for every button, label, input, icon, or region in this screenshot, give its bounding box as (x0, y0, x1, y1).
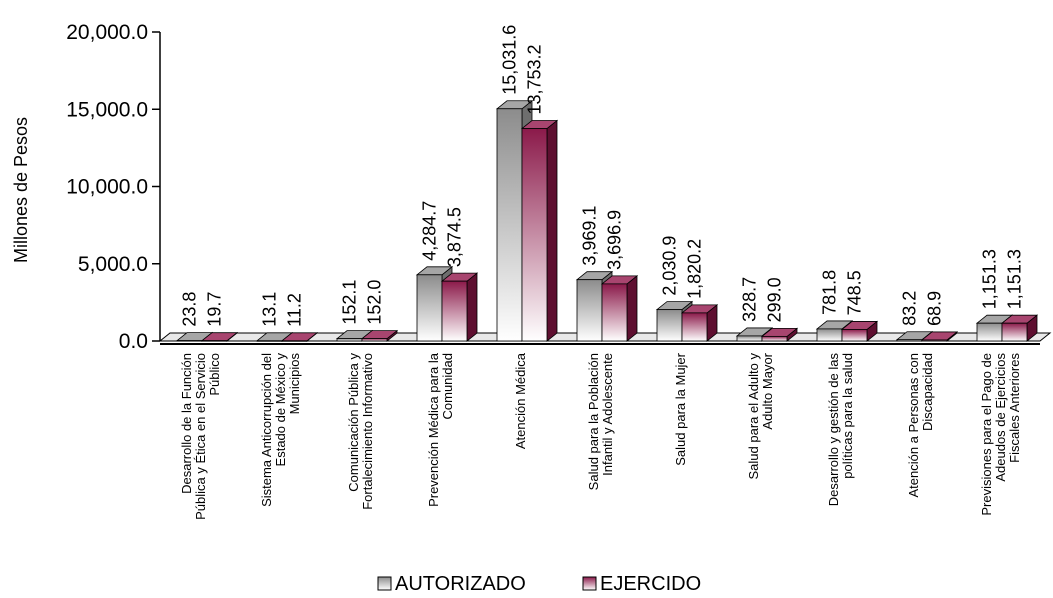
value-label-autorizado-6: 2,030.9 (660, 236, 680, 296)
value-label-ejercido-9: 68.9 (925, 291, 945, 326)
legend-swatch-ejercido (582, 576, 597, 591)
value-labels: 23.8 19.7 13.1 11.2 152.1 152.0 4,284.7 3,874.5… (180, 25, 1025, 327)
y-axis-title: Millones de Pesos (11, 117, 31, 263)
legend-label-autorizado: AUTORIZADO (395, 573, 526, 595)
category-label-6: Salud para la Mujer (673, 352, 688, 465)
category-label-8: Desarrollo y gestión de laspolíticas par… (826, 353, 855, 507)
value-label-autorizado-9: 83.2 (900, 291, 920, 326)
category-label-7: Salud para el Adulto yAdulto Mayor (746, 352, 775, 479)
value-label-ejercido-4: 13,753.2 (525, 44, 545, 114)
value-label-ejercido-10: 1,151.3 (1005, 249, 1025, 309)
category-label-2: Comunicación Pública yFortalecimiento In… (346, 353, 375, 510)
category-label-3: Prevención Médica para laComunidad (426, 352, 455, 507)
value-label-autorizado-0: 23.8 (180, 292, 200, 327)
y-tick-label: 5,000.0 (78, 253, 148, 276)
legend-label-ejercido: EJERCIDO (600, 573, 701, 595)
category-label-10: Previsiones para el Pago deAdeudos de Ej… (979, 353, 1022, 516)
bar-ejercido-9 (920, 331, 959, 342)
value-label-autorizado-7: 328.7 (740, 277, 760, 322)
legend-swatch-autorizado (377, 576, 392, 591)
bar-ejercido-1 (280, 331, 319, 342)
value-label-autorizado-3: 4,284.7 (420, 201, 440, 261)
y-tick-label: 10,000.0 (66, 176, 148, 199)
value-label-ejercido-8: 748.5 (845, 270, 865, 315)
value-label-autorizado-1: 13.1 (260, 292, 280, 327)
bar-ejercido-2 (360, 329, 399, 342)
category-labels: Desarrollo de la FunciónPública y Ética … (179, 352, 1022, 520)
category-label-4: Atención Médica (513, 352, 528, 449)
value-label-autorizado-8: 781.8 (820, 270, 840, 315)
value-label-ejercido-1: 11.2 (285, 293, 305, 327)
value-label-autorizado-10: 1,151.3 (980, 249, 1000, 309)
value-label-autorizado-5: 3,969.1 (580, 206, 600, 266)
legend: AUTORIZADO EJERCIDO (377, 573, 701, 595)
value-label-ejercido-6: 1,820.2 (685, 239, 705, 299)
y-tick-label: 15,000.0 (66, 98, 148, 121)
bar-ejercido-0 (200, 331, 239, 342)
value-label-ejercido-2: 152.0 (365, 280, 385, 325)
value-label-autorizado-2: 152.1 (340, 280, 360, 325)
category-label-1: Sistema Anticorrupción delEstado de Méxi… (259, 353, 302, 507)
y-tick-label: 0.0 (119, 330, 148, 353)
value-label-ejercido-3: 3,874.5 (445, 207, 465, 267)
y-tick-label: 20,000.0 (66, 21, 148, 44)
bar-ejercido-4 (520, 119, 559, 342)
bar-ejercido-7 (760, 327, 799, 342)
bars (175, 99, 1039, 342)
value-label-ejercido-5: 3,696.9 (605, 210, 625, 270)
category-label-0: Desarrollo de la FunciónPública y Ética … (179, 353, 222, 520)
value-label-autorizado-4: 15,031.6 (500, 25, 520, 95)
value-label-ejercido-7: 299.0 (765, 277, 785, 322)
bar-ejercido-6 (680, 304, 719, 342)
value-label-ejercido-0: 19.7 (205, 292, 225, 327)
category-label-9: Atención a Personas conDiscapacidad (906, 353, 935, 498)
bar-ejercido-10 (1000, 314, 1039, 342)
bar-ejercido-3 (440, 272, 479, 342)
category-label-5: Salud para la PoblaciónInfantil y Adoles… (586, 353, 615, 490)
bar-ejercido-5 (600, 275, 639, 342)
bar-ejercido-8 (840, 320, 879, 342)
